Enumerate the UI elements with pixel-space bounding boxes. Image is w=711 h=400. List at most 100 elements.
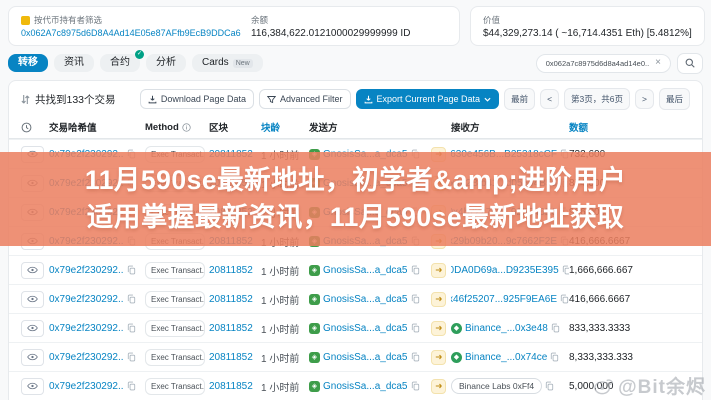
promo-text-line1: 11月590se最新地址，初学者&amp;进阶用户 [84,165,627,195]
address-filter-group: 0x062a7c8975d6d8a4ad14e0.. × [535,52,703,74]
header-amount[interactable]: 数额 [569,123,589,134]
to-address-link[interactable]: 0x46f25207...925F9EA6E [451,293,557,305]
copy-icon[interactable] [127,352,136,362]
block-link[interactable]: 20811852 [209,264,253,276]
tab-cards[interactable]: Cards New [192,54,263,72]
verified-check-icon: ✓ [135,50,144,59]
tx-hash-link[interactable]: 0x79e2f230292.. [49,322,124,334]
copy-icon[interactable] [411,352,420,362]
pagination-current-page: 第3页，共6页 [564,88,631,110]
block-link[interactable]: 20811852 [209,380,253,392]
summary-row: 按代币持有者筛选 0x062A7c8975d6D8A4Ad14E05e87AFf… [8,6,705,46]
table-header-row: 交易哈希值 Method i 区块 块龄 发送方 接收方 数额 [9,116,702,139]
copy-icon[interactable] [551,323,560,333]
tx-hash-link[interactable]: 0x79e2f230292.. [49,380,124,392]
to-address-link[interactable]: 0x0DA0D69a...D9235E395 [451,264,559,276]
value-summary-card: 价值 $44,329,273.14 ( ~16,714.4351 Eth) [5… [470,6,705,46]
method-badge[interactable]: Exec Transact.. [145,377,205,395]
from-address-link[interactable]: GnosisSa...a_dca5 [323,293,408,305]
holder-address-link[interactable]: 0x062A7c8975d6D8A4Ad14E05e87AFfb9EcB9DDC… [21,28,241,38]
method-badge[interactable]: Exec Transact.. [145,290,205,308]
age-text: 1 小时前 [261,266,300,278]
balance-label: 余额 [251,14,269,25]
copy-icon[interactable] [560,294,569,304]
clock-icon[interactable] [21,122,32,133]
subbar: 转移 资讯 合约 ✓ 分析 Cards New 0x062a7c8975d6d8a4… [8,50,703,74]
from-address-link[interactable]: GnosisSa...a_dca5 [323,380,408,392]
eye-icon [27,324,38,332]
gnosis-safe-icon: ◈ [309,322,320,334]
copy-icon[interactable] [411,294,420,304]
pagination-next-button[interactable]: > [635,89,654,109]
info-icon[interactable]: i [182,122,191,132]
method-badge[interactable]: Exec Transact.. [145,261,205,279]
copy-icon[interactable] [127,265,136,275]
header-to: 接收方 [451,123,480,134]
value-amount: $44,329,273.14 ( ~16,714.4351 Eth) [5.48… [483,27,692,39]
eye-button[interactable] [21,377,44,395]
toolbar-actions: Download Page Data Advanced Filter Expor… [139,88,690,110]
tx-hash-link[interactable]: 0x79e2f230292.. [49,293,124,305]
address-filter-text: 0x062a7c8975d6d8a4ad14e0.. [545,58,650,68]
amount-text: 416,666.6667 [569,293,631,305]
transfer-in-icon [435,296,442,302]
search-icon [685,58,695,68]
from-address-link[interactable]: GnosisSa...a_dca5 [323,351,408,363]
watermark-text: @Bit余烬 [618,377,706,398]
to-address-tag[interactable]: Binance Labs 0xFf4 [451,378,543,394]
tab-contract[interactable]: 合约 ✓ [100,50,144,72]
search-button[interactable] [677,52,703,74]
eye-button[interactable] [21,290,44,308]
amount-text: 1,666,666.667 [569,264,633,276]
table-row: 0x79e2f230292.. Exec Transact.. 20811852 1 … [9,284,702,313]
pagination-last-button[interactable]: 最后 [658,88,690,110]
close-icon[interactable]: × [655,57,661,68]
tab-analytics[interactable]: 分析 [146,54,186,72]
result-count: 共找到133个交易 [21,92,116,107]
to-address-link[interactable]: Binance_...0x3e48 [465,322,548,334]
promo-text-line2: 适用掌握最新资讯，11月590se最新地址获取 [86,202,625,232]
copy-icon[interactable] [411,381,420,391]
pagination-first-button[interactable]: 最前 [504,88,536,110]
copy-icon[interactable] [545,381,554,391]
tx-hash-link[interactable]: 0x79e2f230292.. [49,351,124,363]
from-address-link[interactable]: GnosisSa...a_dca5 [323,322,408,334]
tx-hash-link[interactable]: 0x79e2f230292.. [49,264,124,276]
copy-icon[interactable] [127,381,136,391]
eye-icon [27,266,38,274]
from-address-link[interactable]: GnosisSa...a_dca5 [323,264,408,276]
method-badge[interactable]: Exec Transact.. [145,319,205,337]
advanced-filter-button[interactable]: Advanced Filter [258,89,351,109]
copy-icon[interactable] [127,294,136,304]
header-from: 发送方 [309,123,338,134]
download-page-data-button[interactable]: Download Page Data [139,89,254,109]
copy-icon[interactable] [411,265,420,275]
copy-icon[interactable] [411,323,420,333]
copy-icon[interactable] [550,352,559,362]
gnosis-safe-icon: ◈ [309,351,320,363]
address-filter-chip[interactable]: 0x062a7c8975d6d8a4ad14e0.. × [535,53,671,73]
eye-button[interactable] [21,319,44,337]
tab-transfers[interactable]: 转移 [8,54,48,72]
tab-info[interactable]: 资讯 [54,54,94,72]
block-link[interactable]: 20811852 [209,322,253,334]
block-link[interactable]: 20811852 [209,351,253,363]
copy-icon[interactable] [127,323,136,333]
to-address-link[interactable]: Binance_...0x74ce [465,351,548,363]
gnosis-safe-icon: ◈ [309,380,320,392]
new-badge: New [232,58,253,68]
eye-button[interactable] [21,348,44,366]
block-link[interactable]: 20811852 [209,293,253,305]
export-page-data-button[interactable]: Export Current Page Data [355,89,500,109]
direction-badge [431,291,446,307]
value-label: 价值 [483,14,501,25]
binance-icon: ◆ [451,322,462,334]
header-age[interactable]: 块龄 [261,123,281,134]
eye-button[interactable] [21,261,44,279]
pagination-prev-button[interactable]: < [540,89,560,109]
copy-icon[interactable] [562,265,569,275]
weibo-icon [594,378,614,394]
download-icon [148,95,157,103]
amount-text: 5,000,000 [569,380,614,392]
method-badge[interactable]: Exec Transact.. [145,348,205,366]
